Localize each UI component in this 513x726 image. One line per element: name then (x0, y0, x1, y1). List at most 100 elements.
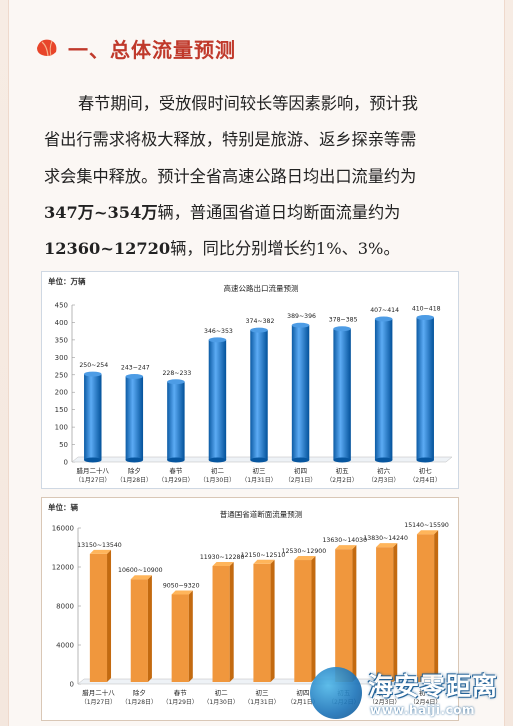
highway-ytick-label: 50 (59, 441, 68, 449)
highway-ytick-label: 450 (55, 302, 68, 310)
highway-bar (291, 325, 310, 460)
road-bar-side (270, 559, 275, 682)
road-value-label: 13150~13540 (77, 542, 122, 549)
highway-bar-group (208, 337, 227, 463)
highway-forecast-value: 347万~354万 (44, 202, 158, 222)
highway-bar-top (125, 374, 144, 380)
highway-category-label: 初七 (419, 466, 433, 475)
road-bar-group (294, 556, 316, 682)
highway-category-label: 初六 (377, 466, 391, 475)
road-bar-group (416, 530, 439, 682)
road-ytick-label: 0 (70, 681, 74, 689)
road-chart-title: 普通国省道断面流量预测 (220, 509, 303, 519)
road-category-label: 初二 (215, 688, 229, 697)
road-category-label: 春节 (174, 688, 188, 697)
road-bar-top (171, 590, 193, 595)
highway-date-label: （1月30日） (200, 477, 235, 484)
road-date-label: （2月1日） (287, 699, 319, 706)
road-bar-side (147, 575, 152, 682)
road-bar-side (107, 549, 112, 682)
road-bar (130, 579, 148, 682)
road-category-label: 腊月二十八 (82, 688, 115, 697)
road-bar (212, 565, 230, 682)
road-bar-top (130, 575, 152, 580)
highway-ytick-label: 200 (55, 389, 68, 397)
lantern-icon (37, 39, 57, 57)
road-date-label: （1月30日） (203, 699, 238, 706)
road-ytick-label: 16000 (52, 525, 74, 533)
road-bar-side (393, 543, 398, 682)
highway-bar-base (167, 457, 185, 463)
highway-bar-group (291, 322, 310, 463)
highway-date-label: （2月1日） (285, 477, 317, 484)
highway-bar-group (374, 316, 393, 463)
highway-ytick-label: 100 (55, 424, 68, 432)
highway-bar-group (333, 326, 351, 463)
highway-bar-top (167, 379, 185, 385)
highway-bar (416, 317, 434, 460)
road-value-label: 15140~15590 (404, 522, 449, 529)
road-bar-group (212, 561, 234, 682)
road-chart: 单位：辆 普通国省道断面流量预测 0 4000 8000 12000 16000 13150~… (41, 497, 459, 721)
road-bar-top (416, 530, 439, 535)
highway-bar-group (125, 374, 144, 463)
highway-chart-title: 高速公路出口流量预测 (224, 283, 299, 293)
highway-bar-top (333, 326, 351, 332)
road-bar-side (188, 590, 193, 682)
highway-bar-base (333, 457, 351, 463)
road-date-label: （1月27日） (81, 699, 116, 706)
road-value-label: 13630~14030 (322, 537, 367, 544)
road-unit-label: 单位：辆 (48, 502, 78, 512)
para-line-2: 省出行需求将极大释放，特别是旅游、返乡探亲等需 (44, 130, 417, 150)
highway-unit-label: 单位：万辆 (48, 276, 86, 286)
highway-ytick-label: 0 (64, 459, 68, 467)
highway-bar-top (374, 316, 393, 322)
highway-date-label: （2月2日） (326, 477, 358, 484)
watermark-logo-icon (310, 667, 362, 719)
road-value-label: 13830~14240 (363, 535, 408, 542)
highway-bar (250, 330, 268, 460)
highway-bar (167, 381, 185, 460)
road-bar-side (352, 545, 357, 682)
road-bar-top (376, 543, 398, 548)
highway-value-label: 346~353 (204, 328, 233, 335)
road-value-label: 9050~9320 (163, 582, 200, 589)
road-value-label: 11930~12280 (200, 554, 245, 561)
highway-bar-group (250, 327, 268, 463)
highway-category-label: 初三 (253, 466, 267, 475)
watermark-title: 海安零距离 (368, 672, 499, 701)
highway-date-label: （2月4日） (409, 477, 441, 484)
road-bar-top (212, 561, 234, 566)
road-bar-group (171, 590, 193, 682)
highway-bar-top (291, 322, 310, 328)
highway-ytick-label: 400 (55, 319, 68, 327)
highway-bar-group (416, 315, 434, 463)
highway-bar-group (84, 371, 102, 463)
road-bar-side (434, 530, 439, 682)
road-value-label: 12150~12510 (241, 552, 286, 559)
road-bar (376, 547, 394, 682)
highway-bar-base (374, 457, 393, 463)
road-bar-side (229, 561, 234, 682)
road-bar-group (89, 549, 112, 682)
highway-category-label: 初五 (336, 466, 350, 475)
highway-ytick-label: 250 (55, 371, 68, 379)
road-category-label: 初六 (378, 688, 392, 697)
highway-chart: 单位：万辆 高速公路出口流量预测 0 50 100 150 200 250 300 350 400 4… (41, 271, 459, 489)
road-forecast-value: 12360~12720 (44, 239, 171, 259)
road-ytick-label: 4000 (56, 642, 74, 650)
road-bar (89, 553, 108, 682)
highway-value-label: 374~382 (246, 318, 275, 325)
para-line-1: 春节期间，受放假时间较长等因素影响，预计我 (78, 94, 418, 113)
highway-category-label: 腊月二十八 (77, 466, 110, 475)
site-watermark: 海安零距离 www.haiji.com (310, 665, 506, 723)
road-bar-top (335, 545, 357, 550)
highway-bar-base (291, 457, 310, 463)
highway-value-label: 378~385 (329, 317, 358, 324)
highway-category-label: 初四 (294, 466, 307, 475)
intro-paragraph: 春节期间，受放假时间较长等因素影响，预计我 省出行需求将极大释放，特别是旅游、返… (44, 86, 472, 267)
highway-value-label: 228~233 (162, 370, 191, 377)
highway-value-label: 243~247 (121, 365, 150, 372)
